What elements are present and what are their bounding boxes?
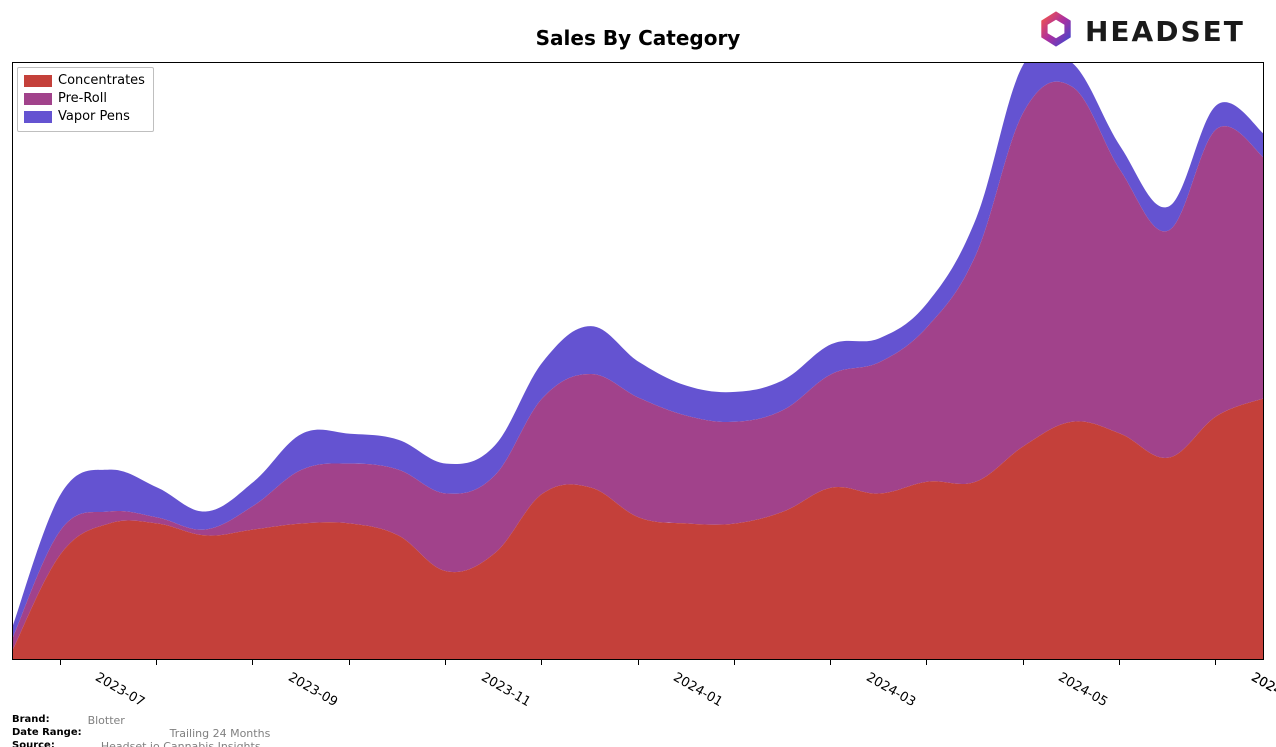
- chart-container: Sales By Category HEADSET ConcentratesPr…: [0, 0, 1276, 747]
- x-tick-mark: [1119, 660, 1120, 665]
- x-tick-mark: [349, 660, 350, 665]
- meta-block: Brand: Blotter Date Range: Trailing 24 Mont…: [12, 714, 270, 747]
- x-tick-label: 2024-03: [863, 670, 918, 710]
- meta-value: Blotter: [88, 714, 125, 727]
- x-tick-label: 2024-05: [1056, 670, 1111, 710]
- legend-item: Vapor Pens: [24, 108, 145, 126]
- meta-label: Date Range:: [12, 727, 82, 740]
- meta-row: Brand: Blotter: [12, 714, 270, 727]
- x-tick-label: 2024-01: [671, 670, 726, 710]
- plot-area: ConcentratesPre-RollVapor Pens: [12, 62, 1264, 660]
- legend-label: Pre-Roll: [58, 90, 107, 108]
- x-tick-mark: [926, 660, 927, 665]
- legend: ConcentratesPre-RollVapor Pens: [17, 67, 154, 132]
- legend-swatch: [24, 111, 52, 123]
- x-tick-mark: [445, 660, 446, 665]
- x-tick-mark: [1215, 660, 1216, 665]
- legend-item: Pre-Roll: [24, 90, 145, 108]
- x-tick-mark: [252, 660, 253, 665]
- x-tick-mark: [638, 660, 639, 665]
- x-tick-mark: [156, 660, 157, 665]
- x-tick-mark: [60, 660, 61, 665]
- headset-logo-text: HEADSET: [1085, 15, 1245, 48]
- legend-item: Concentrates: [24, 72, 145, 90]
- meta-value: Trailing 24 Months: [170, 727, 271, 740]
- meta-row: Source: Headset.io Cannabis Insights: [12, 740, 270, 747]
- x-tick-label: 2023-11: [478, 670, 533, 710]
- headset-logo-icon: [1035, 8, 1077, 54]
- x-tick-label: 2024-09: [1249, 670, 1276, 710]
- x-tick-mark: [830, 660, 831, 665]
- legend-swatch: [24, 75, 52, 87]
- x-tick-label: 2023-09: [285, 670, 340, 710]
- legend-swatch: [24, 93, 52, 105]
- meta-value: Headset.io Cannabis Insights: [101, 740, 261, 747]
- stacked-area-svg: [13, 63, 1264, 660]
- x-tick-mark: [541, 660, 542, 665]
- legend-label: Vapor Pens: [58, 108, 130, 126]
- x-tick-mark: [734, 660, 735, 665]
- headset-logo: HEADSET: [1035, 8, 1245, 54]
- x-tick-label: 2023-07: [93, 670, 148, 710]
- meta-label: Source:: [12, 740, 55, 747]
- meta-label: Brand:: [12, 714, 50, 727]
- meta-row: Date Range: Trailing 24 Months: [12, 727, 270, 740]
- x-tick-mark: [1023, 660, 1024, 665]
- legend-label: Concentrates: [58, 72, 145, 90]
